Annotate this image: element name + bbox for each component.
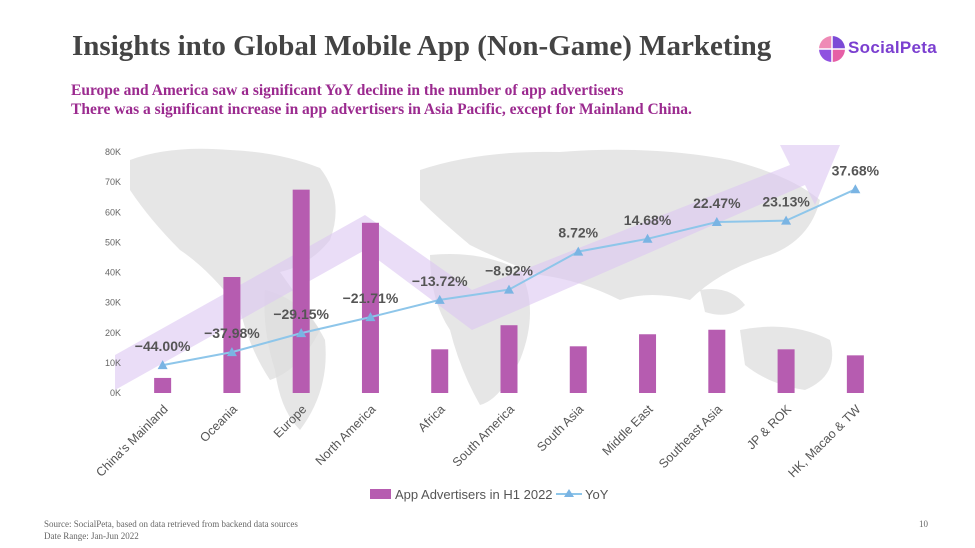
y-tick-label: 30K: [105, 298, 121, 308]
x-category-label: Southeast Asia: [656, 402, 725, 471]
yoy-data-label: −29.15%: [273, 306, 329, 322]
legend: App Advertisers in H1 2022 YoY: [370, 487, 609, 502]
y-tick-label: 70K: [105, 177, 121, 187]
bar: [569, 346, 587, 393]
yoy-data-label: −8.92%: [485, 263, 533, 279]
page-number: 10: [919, 519, 928, 529]
bar-series: [154, 189, 864, 393]
subtitle-line-2: There was a significant increase in app …: [71, 101, 692, 118]
x-category-label: HK, Macao & TW: [785, 402, 863, 480]
bar: [361, 222, 379, 393]
x-category-label: China's Mainland: [93, 402, 170, 479]
y-tick-label: 50K: [105, 237, 121, 247]
yoy-data-label: 14.68%: [624, 212, 672, 228]
yoy-line-series: [157, 184, 861, 370]
y-tick-label: 80K: [105, 147, 121, 157]
yoy-data-label: 22.47%: [693, 195, 741, 211]
subtitle-line-1: Europe and America saw a significant YoY…: [71, 82, 624, 99]
bar: [500, 325, 518, 393]
yoy-point: [226, 347, 237, 357]
x-category-label: South Asia: [534, 402, 586, 454]
x-axis: China's Mainland Oceania Europe North Ameri…: [93, 402, 863, 480]
y-axis: 0K 10K 20K 30K 40K 50K 60K 70K 80K: [105, 147, 121, 398]
legend-label-bars: App Advertisers in H1 2022: [395, 487, 553, 502]
footer-date-range: Date Range: Jan-Jun 2022: [44, 531, 139, 541]
bar: [431, 349, 449, 393]
yoy-data-label: −37.98%: [204, 325, 260, 341]
x-category-label: JP & ROK: [744, 402, 794, 452]
y-tick-label: 10K: [105, 358, 121, 368]
yoy-point: [365, 312, 376, 322]
y-tick-label: 60K: [105, 207, 121, 217]
socialpeta-logo-icon: [819, 36, 845, 62]
yoy-data-label: 37.68%: [832, 162, 880, 178]
x-category-label: North America: [313, 402, 379, 468]
yoy-data-label: −21.71%: [343, 290, 399, 306]
x-category-label: South America: [450, 402, 517, 469]
yoy-point: [504, 284, 514, 294]
yoy-point: [781, 215, 792, 225]
legend-label-yoy: YoY: [585, 487, 609, 502]
yoy-point: [434, 294, 445, 304]
yoy-point: [711, 217, 722, 227]
y-tick-label: 20K: [105, 328, 121, 338]
legend-triangle-icon: [564, 489, 574, 497]
bar: [777, 349, 795, 393]
yoy-data-label: −44.00%: [135, 338, 191, 354]
socialpeta-logo: SocialPeta: [818, 32, 938, 66]
yoy-data-label: 8.72%: [558, 225, 598, 241]
bar: [223, 277, 241, 393]
yoy-point: [642, 233, 653, 243]
bar: [639, 334, 657, 393]
yoy-point: [573, 246, 584, 256]
page-title: Insights into Global Mobile App (Non-Gam…: [72, 30, 772, 62]
bar: [154, 377, 172, 393]
legend-bar-swatch: [370, 489, 391, 499]
footer-source: Source: SocialPeta, based on data retrie…: [44, 519, 298, 529]
bar: [708, 329, 726, 393]
x-category-label: Middle East: [600, 402, 656, 458]
yoy-data-label: −13.72%: [412, 273, 468, 289]
yoy-point: [296, 328, 307, 338]
yoy-data-label: 23.13%: [762, 194, 810, 210]
bar: [846, 355, 864, 393]
y-tick-label: 0K: [110, 388, 121, 398]
x-category-label: Africa: [415, 402, 448, 435]
y-tick-label: 40K: [105, 268, 121, 278]
logo-wordmark: SocialPeta: [848, 38, 937, 57]
x-category-label: Oceania: [197, 402, 240, 445]
yoy-point: [157, 360, 168, 370]
yoy-point: [850, 184, 861, 194]
yoy-data-labels: −44.00% −37.98% −29.15% −21.71% −13.72% −8.92…: [135, 162, 880, 354]
bar: [292, 189, 310, 393]
